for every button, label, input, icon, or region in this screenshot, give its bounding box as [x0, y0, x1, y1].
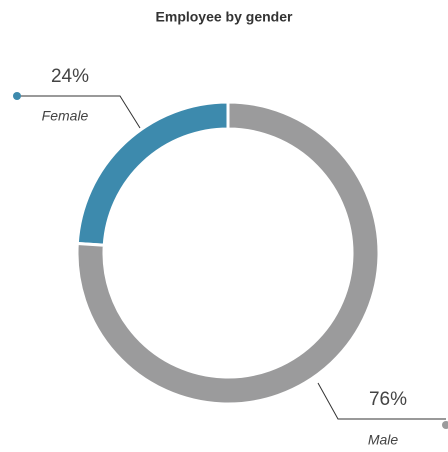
leader-dot [442, 421, 448, 429]
leader-line [317, 382, 446, 420]
leader-line [17, 95, 141, 129]
leader-dot [13, 92, 21, 100]
category-label: Male [368, 432, 399, 448]
donut-slice [75, 100, 381, 406]
value-label: 76% [369, 389, 407, 410]
chart-title: Employee by gender [156, 9, 293, 25]
value-label: 24% [51, 66, 89, 87]
donut-slice [75, 100, 230, 247]
category-label: Female [42, 108, 89, 124]
